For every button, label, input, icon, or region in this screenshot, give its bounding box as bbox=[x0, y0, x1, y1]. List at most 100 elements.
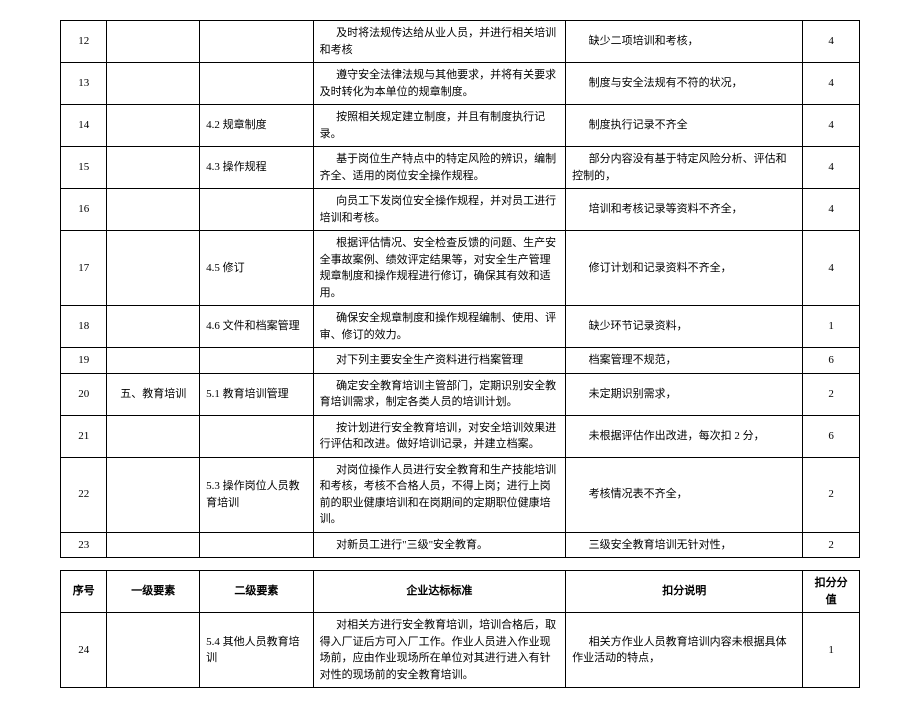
cell-score: 2 bbox=[803, 457, 860, 532]
cell-seq: 24 bbox=[61, 613, 107, 688]
cell-desc: 档案管理不规范， bbox=[566, 348, 803, 374]
table-row: 18 4.6 文件和档案管理确保安全规章制度和操作规程编制、使用、评审、修订的效力… bbox=[61, 306, 860, 348]
cell-desc: 考核情况表不齐全， bbox=[566, 457, 803, 532]
cell-level1 bbox=[107, 189, 200, 231]
cell-level2 bbox=[200, 189, 313, 231]
cell-seq: 14 bbox=[61, 105, 107, 147]
cell-desc: 缺少二项培训和考核， bbox=[566, 21, 803, 63]
cell-score: 1 bbox=[803, 613, 860, 688]
cell-score: 2 bbox=[803, 532, 860, 558]
cell-level2: 5.1 教育培训管理 bbox=[200, 373, 313, 415]
main-table: 12及时将法规传达给从业人员，并进行相关培训和考核缺少二项培训和考核，413遵守… bbox=[60, 20, 860, 558]
table-row: 17 4.5 修订根据评估情况、安全检查反馈的问题、生产安全事故案例、绩效评定结果… bbox=[61, 231, 860, 306]
cell-standard: 基于岗位生产特点中的特定风险的辨识，编制齐全、适用的岗位安全操作规程。 bbox=[313, 147, 566, 189]
header-level1: 一级要素 bbox=[107, 571, 200, 613]
table-row: 16 向员工下发岗位安全操作规程，并对员工进行培训和考核。培训和考核记录等资料不齐… bbox=[61, 189, 860, 231]
cell-desc: 三级安全教育培训无针对性， bbox=[566, 532, 803, 558]
cell-standard: 按照相关规定建立制度，并且有制度执行记录。 bbox=[313, 105, 566, 147]
cell-level2 bbox=[200, 63, 313, 105]
table-row: 12 及时将法规传达给从业人员，并进行相关培训和考核缺少二项培训和考核，4 bbox=[61, 21, 860, 63]
cell-seq: 13 bbox=[61, 63, 107, 105]
cell-level1 bbox=[107, 306, 200, 348]
cell-level2 bbox=[200, 21, 313, 63]
cell-seq: 16 bbox=[61, 189, 107, 231]
cell-seq: 20 bbox=[61, 373, 107, 415]
cell-desc: 制度与安全法规有不符的状况， bbox=[566, 63, 803, 105]
cell-level2 bbox=[200, 415, 313, 457]
cell-score: 4 bbox=[803, 189, 860, 231]
cell-level1 bbox=[107, 63, 200, 105]
cell-standard: 对新员工进行"三级"安全教育。 bbox=[313, 532, 566, 558]
cell-standard: 按计划进行安全教育培训，对安全培训效果进行评估和改进。做好培训记录，并建立档案。 bbox=[313, 415, 566, 457]
cell-level1 bbox=[107, 415, 200, 457]
cell-level2: 4.6 文件和档案管理 bbox=[200, 306, 313, 348]
table-row: 245.4 其他人员教育培训对相关方进行安全教育培训，培训合格后，取得入厂证后方… bbox=[61, 613, 860, 688]
cell-desc: 部分内容没有基于特定风险分析、评估和控制的， bbox=[566, 147, 803, 189]
cell-seq: 21 bbox=[61, 415, 107, 457]
cell-level2: 5.3 操作岗位人员教育培训 bbox=[200, 457, 313, 532]
cell-desc: 相关方作业人员教育培训内容未根据具体作业活动的特点， bbox=[566, 613, 803, 688]
secondary-table: 序号一级要素二级要素企业达标标准扣分说明扣分分值245.4 其他人员教育培训对相… bbox=[60, 570, 860, 688]
cell-standard: 及时将法规传达给从业人员，并进行相关培训和考核 bbox=[313, 21, 566, 63]
table-row: 15 4.3 操作规程基于岗位生产特点中的特定风险的辨识，编制齐全、适用的岗位安全… bbox=[61, 147, 860, 189]
cell-standard: 向员工下发岗位安全操作规程，并对员工进行培训和考核。 bbox=[313, 189, 566, 231]
header-seq: 序号 bbox=[61, 571, 107, 613]
cell-seq: 22 bbox=[61, 457, 107, 532]
cell-score: 4 bbox=[803, 63, 860, 105]
cell-desc: 制度执行记录不齐全 bbox=[566, 105, 803, 147]
table-row: 23 对新员工进行"三级"安全教育。三级安全教育培训无针对性，2 bbox=[61, 532, 860, 558]
cell-level1 bbox=[107, 348, 200, 374]
cell-score: 4 bbox=[803, 105, 860, 147]
table-row: 22 5.3 操作岗位人员教育培训对岗位操作人员进行安全教育和生产技能培训和考核，… bbox=[61, 457, 860, 532]
table-row: 20五、教育培训5.1 教育培训管理确定安全教育培训主管部门，定期识别安全教育培… bbox=[61, 373, 860, 415]
table-gap bbox=[60, 558, 860, 570]
cell-score: 4 bbox=[803, 21, 860, 63]
header-score: 扣分分值 bbox=[803, 571, 860, 613]
cell-level1 bbox=[107, 147, 200, 189]
header-standard: 企业达标标准 bbox=[313, 571, 566, 613]
cell-standard: 对岗位操作人员进行安全教育和生产技能培训和考核，考核不合格人员，不得上岗；进行上… bbox=[313, 457, 566, 532]
cell-desc: 培训和考核记录等资料不齐全， bbox=[566, 189, 803, 231]
cell-standard: 对下列主要安全生产资料进行档案管理 bbox=[313, 348, 566, 374]
cell-level2: 4.2 规章制度 bbox=[200, 105, 313, 147]
cell-score: 6 bbox=[803, 348, 860, 374]
cell-level1 bbox=[107, 613, 200, 688]
cell-seq: 23 bbox=[61, 532, 107, 558]
table-row: 19 对下列主要安全生产资料进行档案管理档案管理不规范，6 bbox=[61, 348, 860, 374]
cell-score: 1 bbox=[803, 306, 860, 348]
cell-level1 bbox=[107, 457, 200, 532]
cell-desc: 未根据评估作出改进，每次扣 2 分， bbox=[566, 415, 803, 457]
cell-level2 bbox=[200, 348, 313, 374]
cell-level1 bbox=[107, 105, 200, 147]
header-level2: 二级要素 bbox=[200, 571, 313, 613]
cell-desc: 修订计划和记录资料不齐全， bbox=[566, 231, 803, 306]
cell-seq: 15 bbox=[61, 147, 107, 189]
cell-level1 bbox=[107, 532, 200, 558]
cell-seq: 12 bbox=[61, 21, 107, 63]
cell-standard: 遵守安全法律法规与其他要求，并将有关要求及时转化为本单位的规章制度。 bbox=[313, 63, 566, 105]
cell-score: 4 bbox=[803, 147, 860, 189]
cell-level1 bbox=[107, 231, 200, 306]
cell-seq: 18 bbox=[61, 306, 107, 348]
cell-score: 2 bbox=[803, 373, 860, 415]
header-desc: 扣分说明 bbox=[566, 571, 803, 613]
table-row: 21 按计划进行安全教育培训，对安全培训效果进行评估和改进。做好培训记录，并建立档… bbox=[61, 415, 860, 457]
cell-level1 bbox=[107, 21, 200, 63]
cell-level1: 五、教育培训 bbox=[107, 373, 200, 415]
cell-desc: 未定期识别需求， bbox=[566, 373, 803, 415]
cell-score: 6 bbox=[803, 415, 860, 457]
cell-score: 4 bbox=[803, 231, 860, 306]
cell-seq: 17 bbox=[61, 231, 107, 306]
cell-standard: 根据评估情况、安全检查反馈的问题、生产安全事故案例、绩效评定结果等，对安全生产管… bbox=[313, 231, 566, 306]
cell-standard: 确保安全规章制度和操作规程编制、使用、评审、修订的效力。 bbox=[313, 306, 566, 348]
cell-desc: 缺少环节记录资料， bbox=[566, 306, 803, 348]
cell-level2: 4.5 修订 bbox=[200, 231, 313, 306]
cell-level2: 4.3 操作规程 bbox=[200, 147, 313, 189]
header-row: 序号一级要素二级要素企业达标标准扣分说明扣分分值 bbox=[61, 571, 860, 613]
cell-level2 bbox=[200, 532, 313, 558]
cell-level2: 5.4 其他人员教育培训 bbox=[200, 613, 313, 688]
cell-standard: 确定安全教育培训主管部门，定期识别安全教育培训需求，制定各类人员的培训计划。 bbox=[313, 373, 566, 415]
table-row: 14 4.2 规章制度按照相关规定建立制度，并且有制度执行记录。制度执行记录不齐全… bbox=[61, 105, 860, 147]
cell-seq: 19 bbox=[61, 348, 107, 374]
table-row: 13 遵守安全法律法规与其他要求，并将有关要求及时转化为本单位的规章制度。制度与安… bbox=[61, 63, 860, 105]
